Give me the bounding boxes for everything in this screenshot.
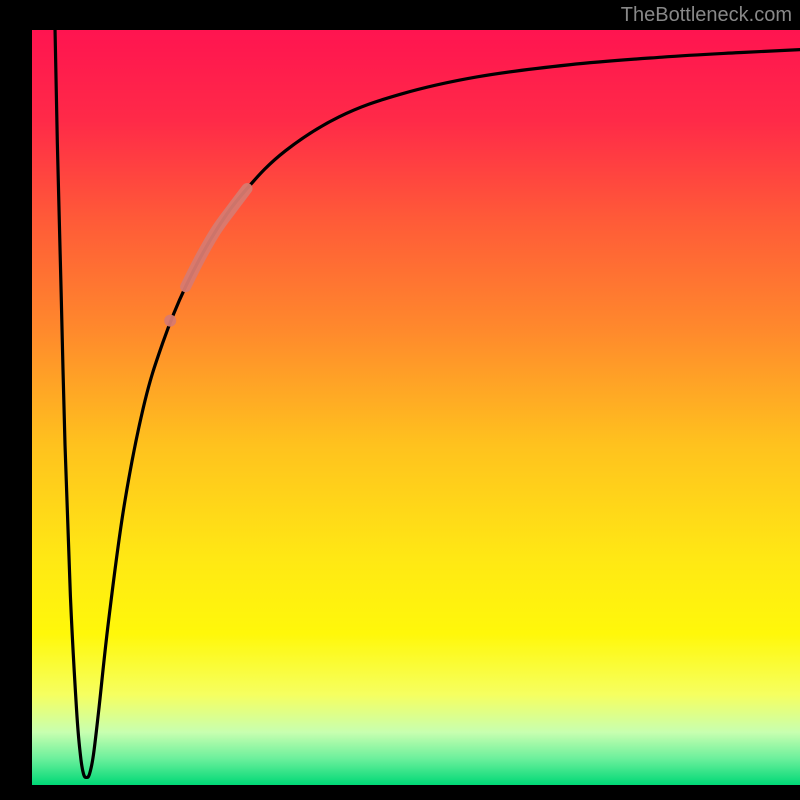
watermark-text: TheBottleneck.com: [621, 4, 792, 27]
bottleneck-chart: [0, 0, 800, 800]
chart-svg: [0, 0, 800, 800]
